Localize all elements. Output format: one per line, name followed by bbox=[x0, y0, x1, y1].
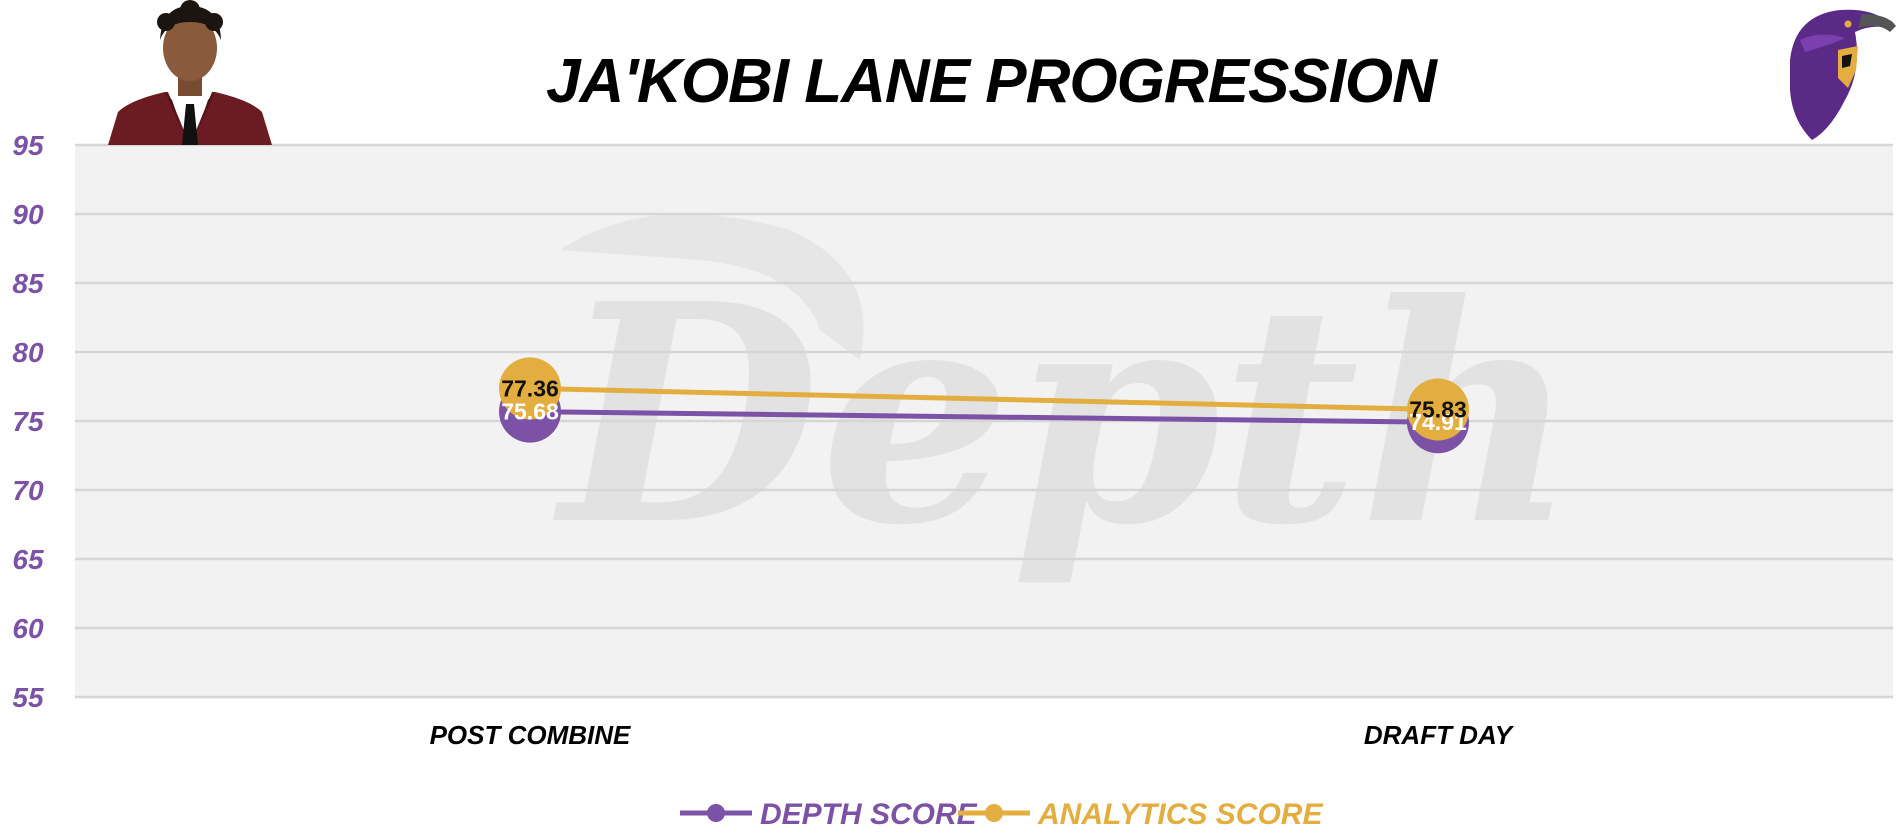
data-label: 75.83 bbox=[1409, 397, 1467, 423]
legend: DEPTH SCORE ANALYTICS SCORE bbox=[680, 798, 1323, 831]
series-line-depth bbox=[529, 409, 1439, 425]
legend-label: ANALYTICS SCORE bbox=[1037, 798, 1323, 831]
x-tick-label: POST COMBINE bbox=[430, 720, 631, 750]
y-tick-label: 55 bbox=[12, 682, 44, 713]
data-label: 77.36 bbox=[501, 375, 559, 401]
player-headshot-icon bbox=[108, 0, 272, 145]
legend-swatch-marker bbox=[707, 804, 725, 822]
data-point bbox=[1407, 378, 1469, 441]
legend-swatch-marker bbox=[985, 804, 1003, 822]
raven-logo-icon bbox=[1790, 9, 1896, 141]
data-label: 75.68 bbox=[501, 399, 559, 425]
y-tick-label: 95 bbox=[12, 130, 44, 161]
y-tick-label: 65 bbox=[12, 544, 44, 575]
y-tick-label: 70 bbox=[12, 475, 44, 506]
data-point bbox=[499, 357, 561, 420]
data-label: 74.91 bbox=[1409, 409, 1467, 435]
y-tick-label: 85 bbox=[12, 268, 44, 299]
x-tick-label: DRAFT DAY bbox=[1364, 720, 1515, 750]
y-tick-label: 75 bbox=[12, 406, 44, 437]
chart-title: JA'KOBI LANE PROGRESSION bbox=[546, 47, 1438, 116]
y-tick-label: 80 bbox=[12, 337, 44, 368]
legend-label: DEPTH SCORE bbox=[760, 798, 978, 831]
y-tick-label: 90 bbox=[12, 199, 44, 230]
y-tick-label: 60 bbox=[12, 613, 44, 644]
series-line-analytics bbox=[529, 385, 1439, 413]
